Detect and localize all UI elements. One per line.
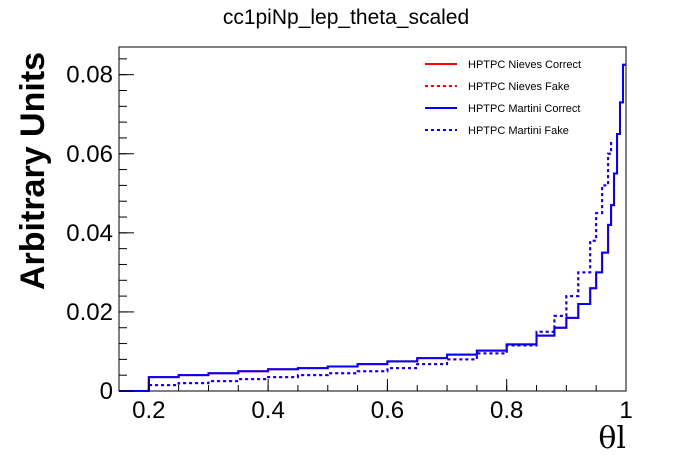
x-axis-label: θl	[598, 421, 626, 456]
chart-title: cc1piNp_lep_theta_scaled	[223, 6, 469, 29]
y-tick-label: 0.06	[66, 141, 113, 168]
axes-layer: 0.2 0.4 0.6 0.8 1 0 0.02 0.04 0.06 0.08	[66, 58, 633, 424]
y-tick-label: 0.04	[66, 220, 113, 247]
series-line-3	[119, 141, 613, 392]
series-layer	[119, 63, 626, 392]
x-tick-label: 0.8	[490, 397, 523, 424]
y-tick-label: 0.08	[66, 62, 113, 89]
y-tick-label: 0.02	[66, 299, 113, 326]
x-tick-label: 0.4	[251, 397, 284, 424]
legend-entry: HPTPC Nieves Correct	[468, 59, 581, 71]
plot-frame	[118, 46, 627, 392]
legend-entry: HPTPC Nieves Fake	[468, 81, 569, 93]
y-tick-label: 0	[100, 378, 113, 405]
legend-entry: HPTPC Martini Correct	[468, 103, 580, 115]
x-tick-label: 1	[619, 397, 632, 424]
legend: HPTPC Nieves Correct HPTPC Nieves Fake HPT…	[425, 59, 581, 137]
x-tick-label: 0.6	[371, 397, 404, 424]
legend-entry: HPTPC Martini Fake	[468, 125, 569, 137]
series-line-2	[119, 63, 626, 392]
y-axis-label: Arbitrary Units	[14, 52, 52, 290]
x-tick-label: 0.2	[132, 397, 165, 424]
